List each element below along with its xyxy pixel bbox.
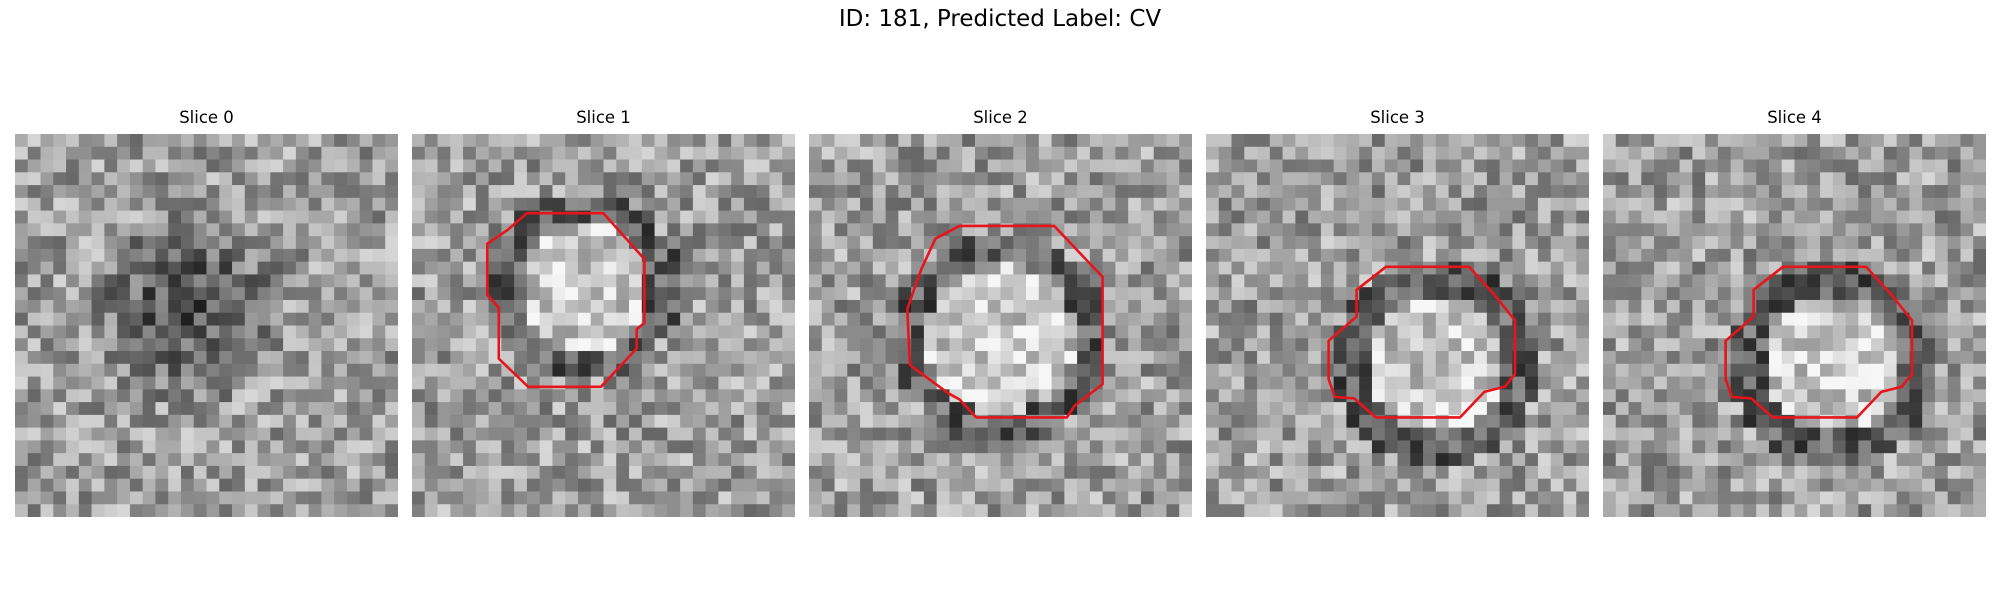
slice-title: Slice 0 bbox=[179, 108, 234, 127]
slice-title: Slice 3 bbox=[1370, 108, 1425, 127]
slice-title: Slice 1 bbox=[576, 108, 631, 127]
slice-title: Slice 4 bbox=[1767, 108, 1822, 127]
contour-outline bbox=[1327, 265, 1517, 419]
figure-title: ID: 181, Predicted Label: CV bbox=[838, 6, 1162, 32]
slice-title: Slice 2 bbox=[973, 108, 1028, 127]
contour-outline bbox=[1724, 265, 1914, 419]
slice-panel-3: Slice 3 bbox=[1206, 108, 1589, 518]
slice-panel-1: Slice 1 bbox=[412, 108, 795, 518]
slice-panel-4: Slice 4 bbox=[1603, 108, 1986, 518]
slice-image bbox=[1206, 134, 1589, 517]
slice-image bbox=[809, 134, 1192, 517]
slice-panel-2: Slice 2 bbox=[809, 108, 1192, 518]
slice-image bbox=[1603, 134, 1986, 517]
contour-outline bbox=[486, 211, 646, 389]
slice-image bbox=[15, 134, 398, 517]
contour-outline bbox=[906, 224, 1104, 419]
slice-image bbox=[412, 134, 795, 517]
slice-panel-0: Slice 0 bbox=[15, 108, 398, 518]
